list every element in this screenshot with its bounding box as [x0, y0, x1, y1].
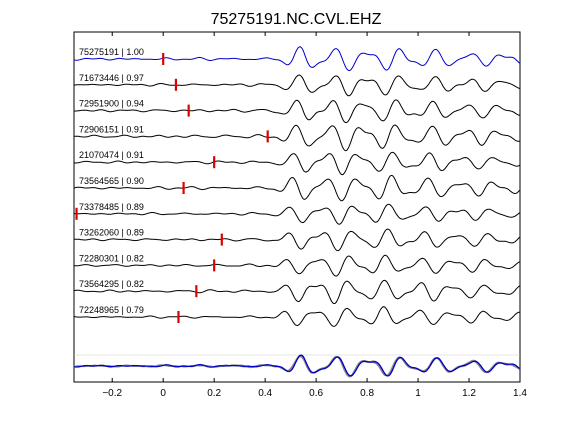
x-tick-label: 1 [415, 388, 421, 399]
chart-title: 75275191.NC.CVL.EHZ [211, 11, 382, 28]
trace-label: 21070474 | 0.91 [79, 150, 144, 160]
waveform-trace [73, 151, 520, 176]
x-tick-label: 0 [160, 388, 166, 399]
waveform-trace [73, 254, 520, 277]
trace-label: 73564295 | 0.82 [79, 279, 144, 289]
trace-label: 73262060 | 0.89 [79, 228, 144, 238]
trace-label: 71673446 | 0.97 [79, 73, 144, 83]
x-axis: −0.2 0 0.2 0.4 0.6 0.8 1 1.2 1.4 [102, 32, 527, 399]
trace-label: 75275191 | 1.00 [79, 47, 144, 57]
trace-label: 72248965 | 0.79 [79, 305, 144, 315]
waveform-trace [73, 228, 520, 252]
waveform-trace [74, 203, 520, 225]
trace-label: 72280301 | 0.82 [79, 253, 144, 263]
x-tick-label: −0.2 [102, 388, 122, 399]
x-tick-label: 0.4 [258, 388, 272, 399]
trace-label: 73564565 | 0.90 [79, 176, 144, 186]
waveform-trace [73, 175, 520, 202]
stacked-waveforms [73, 354, 520, 378]
trace-label: 72951900 | 0.94 [79, 99, 144, 109]
trace-labels: 75275191 | 1.00 71673446 | 0.97 72951900 |… [79, 47, 144, 315]
pick-markers [75, 53, 269, 323]
trace-label: 73378485 | 0.89 [79, 202, 144, 212]
x-tick-label: 1.2 [462, 388, 476, 399]
waveform-trace [73, 124, 520, 152]
waveform-trace [73, 306, 520, 327]
trace-label: 72906151 | 0.91 [79, 124, 144, 134]
x-tick-label: 0.2 [207, 388, 221, 399]
x-tick-label: 1.4 [513, 388, 527, 399]
x-tick-label: 0.8 [360, 388, 374, 399]
x-tick-label: 0.6 [309, 388, 323, 399]
waveform-trace [73, 279, 520, 305]
waveform-trace [73, 46, 520, 72]
waveform-trace [74, 99, 520, 124]
stacked-trace [73, 354, 520, 377]
waveform-trace [73, 74, 520, 97]
waveform-traces [73, 46, 520, 327]
